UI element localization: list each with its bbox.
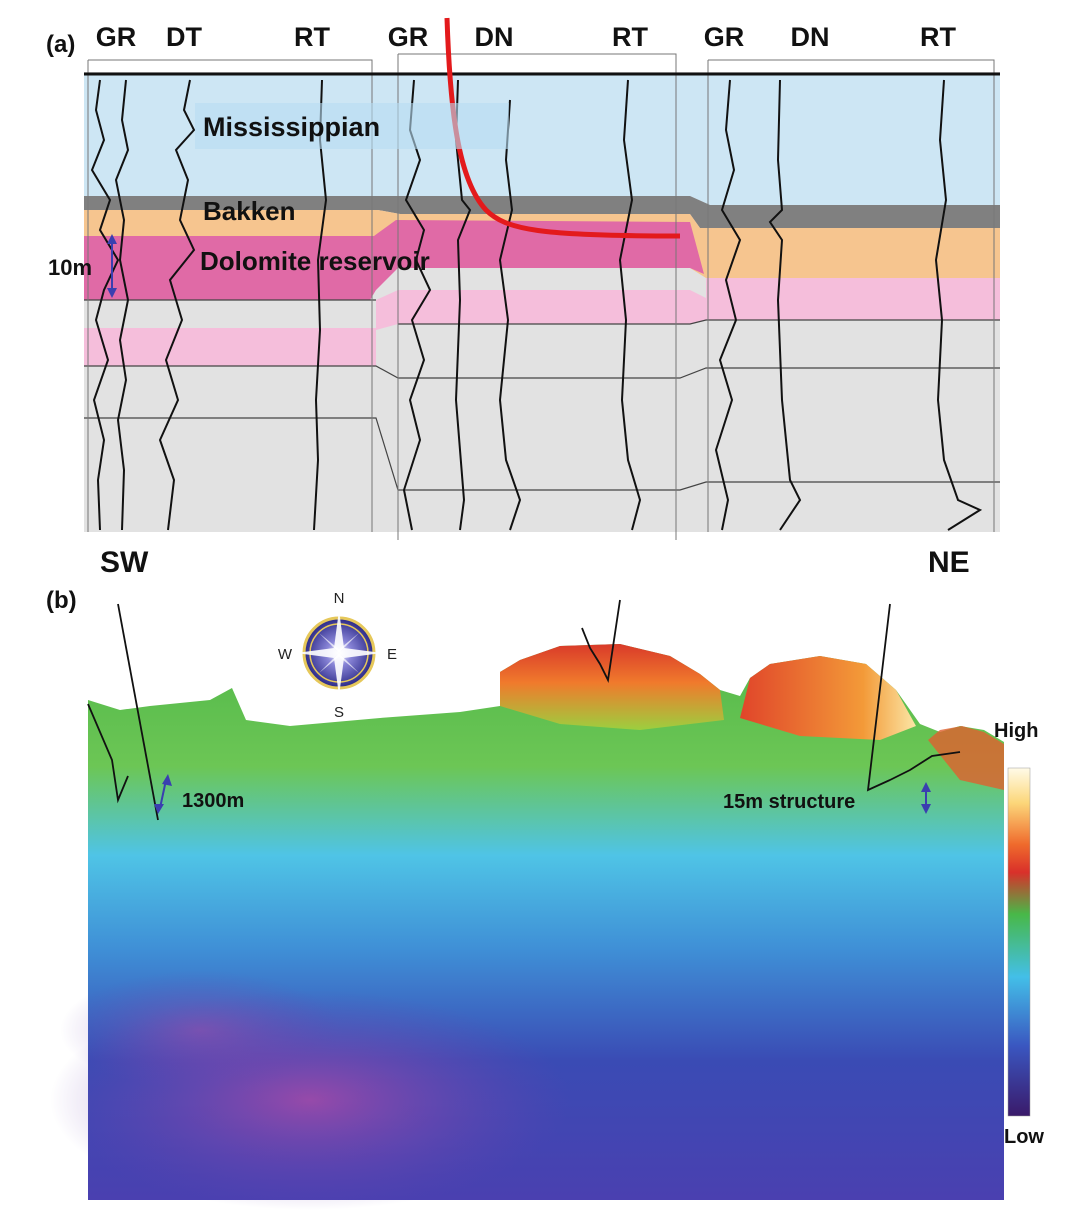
track-rt-3: RT [920, 22, 956, 52]
track-rt-1: RT [294, 22, 330, 52]
direction-sw: SW [100, 546, 149, 579]
track-gr-1: GR [96, 22, 137, 52]
colorbar-high: High [994, 720, 1038, 742]
panel-b-structure-map: (b) N S E [46, 587, 1044, 1210]
track-gr-3: GR [704, 22, 745, 52]
wellbores [87, 599, 961, 821]
distance-label: 1300m [182, 790, 244, 812]
panel-b-label: (b) [46, 587, 77, 614]
horizon-lines [84, 299, 1000, 491]
well-log-curves [90, 79, 983, 531]
track-rt-2: RT [612, 22, 648, 52]
label-mississippian: Mississippian [203, 112, 380, 142]
thickness-label: 10m [48, 255, 92, 280]
pink-unit-left [84, 328, 376, 366]
compass-s: S [334, 704, 344, 721]
track-dt-1: DT [166, 22, 202, 52]
structure-label: 15m structure [723, 791, 855, 813]
label-dolomite-reservoir: Dolomite reservoir [200, 246, 430, 276]
colorbar-low: Low [1004, 1126, 1044, 1148]
high-peak-2 [740, 656, 916, 740]
track-gr-2: GR [388, 22, 429, 52]
compass-w: W [278, 646, 293, 663]
panel-a-cross-section: (a) GR DT RT GR DN RT GR DN RT [46, 17, 1000, 579]
structure-arrow [921, 782, 931, 814]
dolomite-reservoir-unit [84, 220, 704, 300]
high-peak-1 [500, 644, 724, 730]
distance-arrow [154, 774, 172, 814]
compass-icon [296, 610, 382, 696]
compass-e: E [387, 646, 397, 663]
track-headers: GR DT RT GR DN RT GR DN RT [96, 22, 957, 52]
track-frames [87, 53, 995, 540]
direction-ne: NE [928, 546, 970, 579]
thickness-arrow [107, 234, 117, 298]
panel-a-label: (a) [46, 31, 75, 58]
colorbar [1007, 767, 1031, 1117]
compass-n: N [334, 590, 345, 607]
label-bakken: Bakken [203, 196, 296, 226]
horizontal-well-path [444, 17, 681, 239]
track-dn-2: DN [475, 22, 514, 52]
track-dn-3: DN [791, 22, 830, 52]
